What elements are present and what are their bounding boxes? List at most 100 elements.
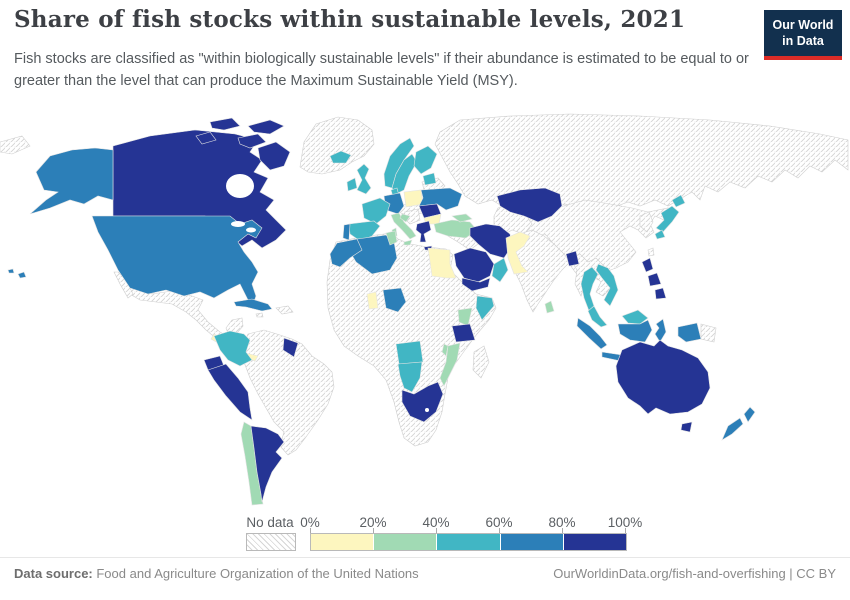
country-alaska[interactable]	[29, 147, 114, 215]
country-malaysia-peninsula[interactable]	[587, 305, 608, 328]
country-australia[interactable]	[615, 339, 711, 415]
country-vietnam[interactable]	[595, 263, 619, 307]
legend-bin-0-20[interactable]	[311, 534, 375, 550]
owid-logo-line2: in Data	[782, 34, 824, 49]
country-philippines-mindanao[interactable]	[654, 287, 667, 300]
country-ghana[interactable]	[366, 291, 379, 310]
country-usa-hawaii[interactable]	[7, 268, 27, 279]
legend-bin-80-100[interactable]	[563, 534, 627, 550]
legend-bin-20-40[interactable]	[374, 534, 438, 550]
region-mexico[interactable]	[127, 285, 244, 343]
country-ireland[interactable]	[346, 177, 358, 192]
country-malawi[interactable]	[441, 343, 449, 357]
country-ukraine[interactable]	[418, 187, 463, 211]
country-colombia[interactable]	[213, 330, 253, 367]
legend-tick-60: 60%	[485, 515, 513, 530]
data-source-text: Data source: Food and Agriculture Organi…	[14, 566, 419, 581]
lesotho-gap	[425, 408, 429, 412]
region-russia[interactable]	[434, 113, 849, 213]
country-oman[interactable]	[491, 257, 509, 283]
country-greece[interactable]	[415, 220, 432, 243]
country-philippines-luzon[interactable]	[641, 257, 654, 273]
country-canada-island-3[interactable]	[237, 133, 267, 149]
country-yemen[interactable]	[461, 277, 491, 292]
legend-no-data-swatch[interactable]	[246, 533, 296, 551]
country-somalia[interactable]	[475, 295, 495, 321]
legend-tick-80: 80%	[548, 515, 576, 530]
country-new-zealand-north[interactable]	[743, 406, 756, 423]
hudson-bay	[226, 174, 254, 198]
country-indonesia-sulawesi[interactable]	[654, 318, 667, 343]
country-tanzania[interactable]	[451, 323, 476, 343]
region-south-america-interior[interactable]	[241, 329, 335, 456]
country-malaysia-borneo[interactable]	[621, 309, 649, 325]
country-angola[interactable]	[395, 340, 424, 365]
owid-logo-line1: Our World	[772, 18, 834, 32]
region-chukotka-wrap[interactable]	[0, 135, 31, 155]
country-japan-hokkaido[interactable]	[671, 194, 686, 208]
country-baltics[interactable]	[422, 172, 437, 186]
country-spain[interactable]	[348, 220, 381, 242]
page-title: Share of fish stocks within sustainable …	[14, 6, 686, 33]
region-jamaica[interactable]	[255, 312, 264, 318]
country-morocco[interactable]	[329, 238, 363, 268]
country-namibia[interactable]	[397, 361, 423, 393]
country-pakistan[interactable]	[505, 231, 531, 275]
country-new-zealand-south[interactable]	[721, 417, 744, 441]
country-south-africa[interactable]	[401, 381, 444, 423]
country-italy-sicily[interactable]	[403, 239, 413, 246]
legend-bin-60-80[interactable]	[500, 534, 564, 550]
region-greenland[interactable]	[299, 116, 375, 175]
great-lake-1	[231, 221, 245, 227]
country-portugal[interactable]	[342, 223, 351, 241]
country-japan-honshu[interactable]	[655, 205, 680, 233]
country-sri-lanka[interactable]	[544, 300, 555, 314]
country-tunisia[interactable]	[385, 230, 398, 246]
legend-color-bar[interactable]	[310, 533, 627, 551]
region-korea[interactable]	[639, 211, 654, 233]
region-papua-new-guinea[interactable]	[700, 323, 717, 343]
country-norway[interactable]	[383, 137, 415, 189]
legend-bin-40-60[interactable]	[437, 534, 501, 550]
country-thailand[interactable]	[580, 266, 599, 312]
country-caucasus[interactable]	[451, 213, 473, 223]
country-france[interactable]	[361, 197, 391, 225]
country-canada-island-1[interactable]	[247, 119, 285, 135]
region-madagascar[interactable]	[472, 345, 490, 379]
country-canada-baffin[interactable]	[257, 141, 291, 171]
country-iceland[interactable]	[329, 150, 352, 164]
country-mozambique[interactable]	[439, 342, 461, 387]
country-argentina[interactable]	[250, 425, 285, 503]
country-canada-island-2[interactable]	[209, 117, 241, 131]
country-bangladesh[interactable]	[565, 250, 580, 267]
country-peru[interactable]	[207, 363, 253, 421]
country-australia-tasmania[interactable]	[680, 421, 693, 433]
legend-tick-40: 40%	[422, 515, 450, 530]
owid-logo[interactable]: Our World in Data	[764, 10, 842, 60]
country-guyana[interactable]	[282, 337, 299, 358]
country-indonesia-borneo[interactable]	[617, 319, 653, 343]
country-uk[interactable]	[356, 163, 372, 195]
country-egypt[interactable]	[427, 247, 457, 279]
legend-tick-0: 0%	[300, 515, 320, 530]
legend-tickmark	[310, 528, 311, 533]
country-finland[interactable]	[413, 145, 438, 175]
country-indonesia-sumatra[interactable]	[576, 317, 608, 350]
country-cuba[interactable]	[233, 298, 273, 312]
country-philippines-visayas[interactable]	[647, 272, 662, 287]
country-indonesia-papua[interactable]	[677, 322, 702, 343]
country-japan-kyushu[interactable]	[654, 229, 666, 240]
region-taiwan[interactable]	[647, 247, 655, 257]
page-subtitle: Fish stocks are classified as "within bi…	[14, 51, 749, 90]
country-croatia[interactable]	[399, 213, 411, 223]
data-source-value: Food and Agriculture Organization of the…	[92, 566, 419, 581]
country-saudi-arabia[interactable]	[453, 247, 495, 283]
country-kazakhstan[interactable]	[496, 187, 563, 223]
region-hispaniola[interactable]	[275, 305, 294, 315]
footer-divider	[0, 557, 850, 558]
country-canada-island-4[interactable]	[195, 131, 217, 145]
legend-tickmark	[625, 528, 626, 533]
owid-link[interactable]: OurWorldinData.org/fish-and-overfishing …	[553, 566, 836, 581]
country-nigeria[interactable]	[382, 287, 407, 313]
